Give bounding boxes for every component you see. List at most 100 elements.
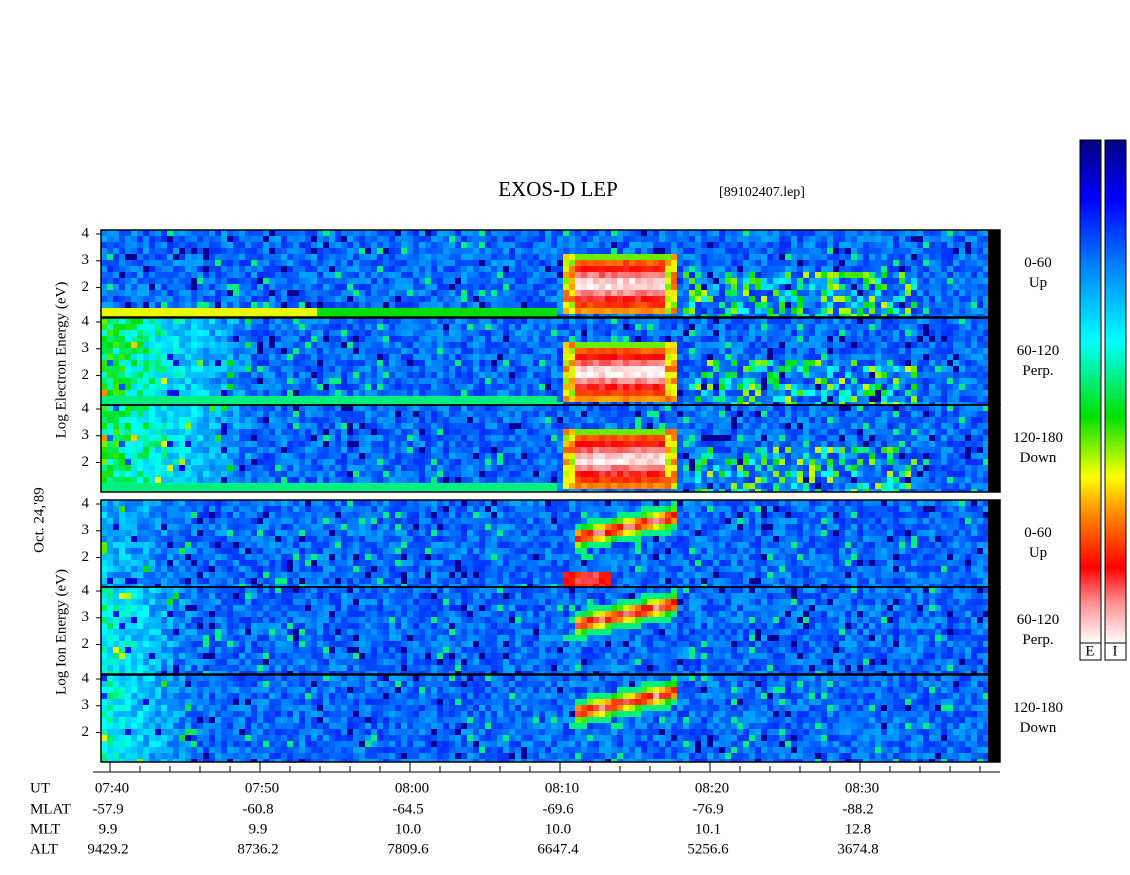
spectrogram-cell <box>779 372 785 378</box>
spectrogram-cell <box>203 402 209 405</box>
spectrogram-cell <box>113 471 119 477</box>
spectrogram-cell <box>689 378 695 384</box>
spectrogram-cell <box>239 254 245 260</box>
spectrogram-cell <box>755 236 761 242</box>
spectrogram-cell <box>245 477 251 483</box>
spectrogram-cell <box>407 260 413 266</box>
spectrogram-cell <box>143 242 149 248</box>
spectrogram-cell <box>401 366 407 372</box>
spectrogram-cell <box>365 402 371 405</box>
spectrogram-cell <box>173 290 179 296</box>
spectrogram-cell <box>833 278 839 284</box>
spectrogram-cell <box>239 290 245 296</box>
spectrogram-cell <box>179 242 185 248</box>
spectrogram-cell <box>845 308 851 314</box>
spectrogram-cell <box>965 378 971 384</box>
spectrogram-cell <box>425 342 431 348</box>
spectrogram-cell <box>725 242 731 248</box>
spectrogram-cell <box>935 230 941 236</box>
spectrogram-cell <box>491 378 497 384</box>
spectrogram-cell <box>365 296 371 302</box>
spectrogram-cell <box>815 254 821 260</box>
spectrogram-cell <box>875 254 881 260</box>
spectrogram-cell <box>257 318 263 324</box>
spectrogram-cell <box>599 302 605 308</box>
spectrogram-cell <box>551 384 557 390</box>
spectrogram-cell <box>467 302 473 308</box>
spectrogram-cell <box>155 290 161 296</box>
spectrogram-cell <box>203 411 209 417</box>
spectrogram-cell <box>755 402 761 405</box>
spectrogram-cell <box>335 284 341 290</box>
spectrogram-cell <box>497 378 503 384</box>
spectrogram-cell <box>869 242 875 248</box>
spectrogram-cell <box>389 396 395 402</box>
spectrogram-cell <box>545 318 551 324</box>
spectrogram-cell <box>383 248 389 254</box>
spectrogram-cell <box>899 384 905 390</box>
spectrogram-cell <box>605 318 611 324</box>
spectrogram-cell <box>341 318 347 324</box>
spectrogram-cell <box>125 354 131 360</box>
spectrogram-cell <box>161 405 167 411</box>
spectrogram-cell <box>773 236 779 242</box>
spectrogram-cell <box>215 348 221 354</box>
spectrogram-cell <box>881 360 887 366</box>
spectrogram-cell <box>485 254 491 260</box>
spectrogram-cell <box>185 348 191 354</box>
spectrogram-cell <box>545 266 551 272</box>
spectrogram-cell <box>281 236 287 242</box>
spectrogram-cell <box>749 272 755 278</box>
spectrogram-cell <box>143 402 149 405</box>
spectrogram-cell <box>311 441 317 447</box>
spectrogram-cell <box>149 384 155 390</box>
spectrogram-cell <box>323 390 329 396</box>
spectrogram-cell <box>377 236 383 242</box>
spectrogram-cell <box>251 308 257 314</box>
spectrogram-cell <box>137 308 143 314</box>
spectrogram-cell <box>533 296 539 302</box>
spectrogram-cell <box>413 254 419 260</box>
spectrogram-cell <box>347 372 353 378</box>
spectrogram-cell <box>977 242 983 248</box>
spectrogram-cell <box>161 378 167 384</box>
spectrogram-cell <box>497 260 503 266</box>
spectrogram-cell <box>929 384 935 390</box>
spectrogram-cell <box>521 314 527 317</box>
spectrogram-cell <box>791 336 797 342</box>
spectrogram-cell <box>377 348 383 354</box>
spectrogram-cell <box>119 453 125 459</box>
spectrogram-cell <box>107 314 113 317</box>
colorbar-label: I <box>1113 643 1118 659</box>
spectrogram-cell <box>707 284 713 290</box>
spectrogram-cell <box>719 236 725 242</box>
spectrogram-cell <box>221 230 227 236</box>
spectrogram-cell <box>893 296 899 302</box>
spectrogram-cell <box>263 272 269 278</box>
spectrogram-cell <box>545 324 551 330</box>
spectrogram-cell <box>383 260 389 266</box>
spectrogram-cell <box>305 360 311 366</box>
spectrogram-cell <box>617 354 623 360</box>
spectrogram-cell <box>215 396 221 402</box>
spectrogram-cell <box>983 236 988 242</box>
spectrogram-cell <box>599 384 605 390</box>
spectrogram-cell <box>635 296 641 302</box>
spectrogram-cell <box>209 230 215 236</box>
spectrogram-cell <box>203 447 209 453</box>
spectrogram-cell <box>947 302 953 308</box>
spectrogram-cell <box>875 342 881 348</box>
spectrogram-cell <box>185 308 191 314</box>
spectrogram-cell <box>791 378 797 384</box>
spectrogram-cell <box>731 272 737 278</box>
spectrogram-cell <box>377 360 383 366</box>
spectrogram-cell <box>341 302 347 308</box>
spectrogram-cell <box>353 342 359 348</box>
spectrogram-cell <box>407 318 413 324</box>
spectrogram-cell <box>179 290 185 296</box>
spectrogram-cell <box>785 290 791 296</box>
spectrogram-cell <box>191 260 197 266</box>
spectrogram-cell <box>635 230 641 236</box>
spectrogram-cell <box>485 330 491 336</box>
spectrogram-cell <box>287 266 293 272</box>
